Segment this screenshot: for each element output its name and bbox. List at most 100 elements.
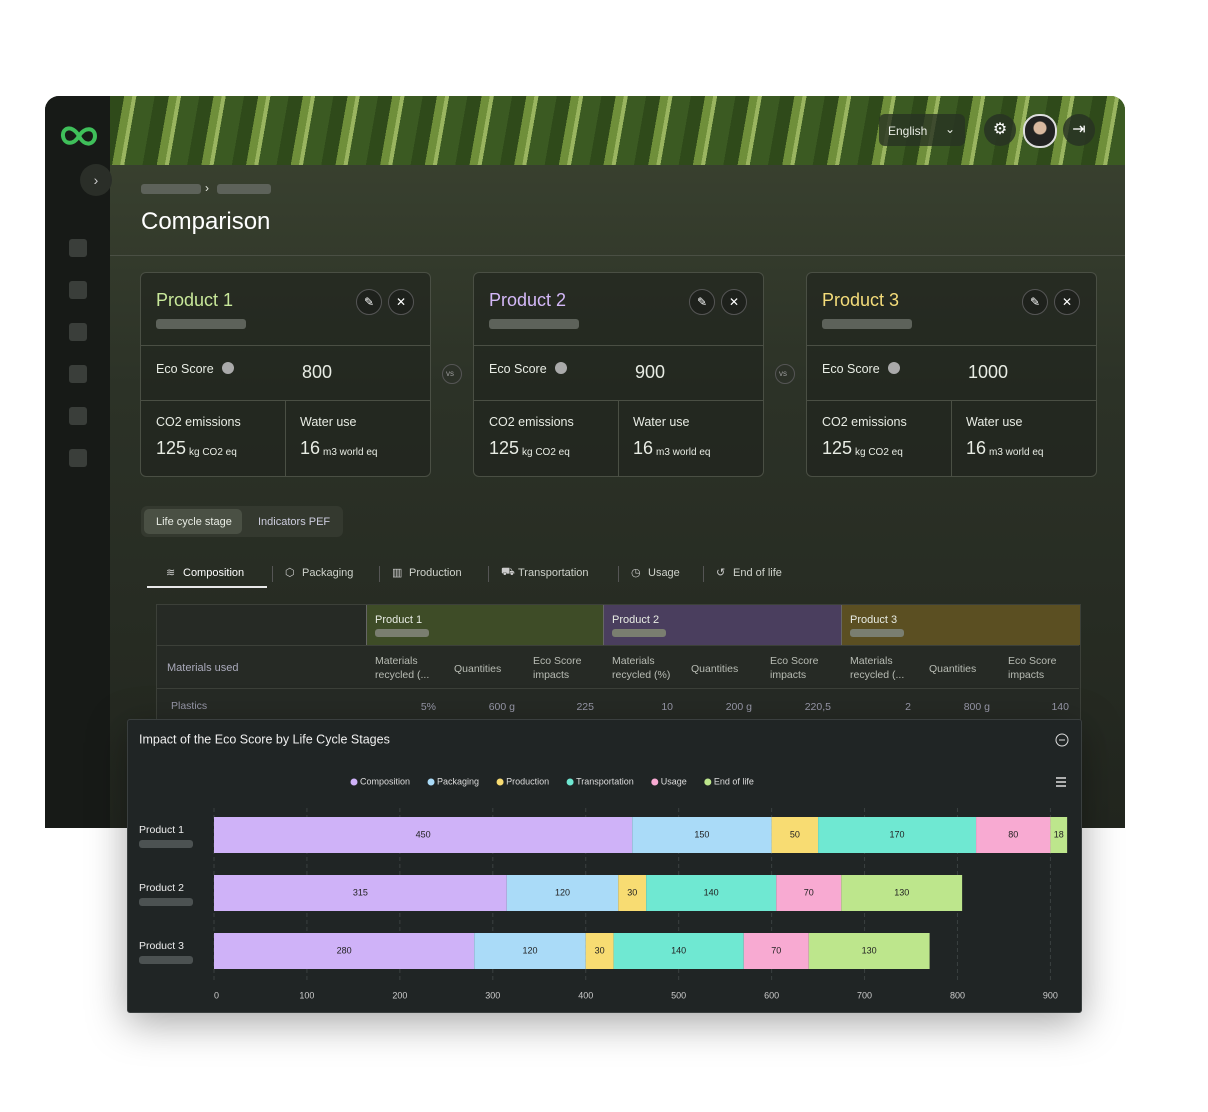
bar-segment: [1050, 817, 1068, 853]
data-label: 30: [595, 945, 605, 955]
table-cell: 200 g: [725, 701, 752, 713]
co2-label: CO2 emissions: [822, 415, 907, 429]
toggle-label: Life cycle stage: [156, 516, 232, 528]
data-label: 170: [890, 829, 905, 839]
data-label: 280: [337, 945, 352, 955]
water-value: 16: [300, 438, 321, 458]
water-unit: m3 world eq: [656, 447, 711, 458]
toggle-option[interactable]: [144, 509, 242, 534]
legend-label: Transportation: [576, 776, 634, 786]
co2-unit: kg CO2 eq: [189, 447, 237, 458]
remove-button[interactable]: ✕: [1054, 289, 1080, 315]
x-tick-label: 100: [299, 990, 314, 1000]
view-toggle: Life cycle stage Indicators PEF: [141, 506, 343, 537]
divider: [141, 345, 430, 346]
legend-label: Composition: [360, 776, 410, 786]
eco-score: 1000: [968, 362, 1009, 382]
row-label: Plastics: [171, 700, 208, 712]
data-label: 150: [694, 829, 709, 839]
tab[interactable]: Composition: [183, 567, 245, 579]
column-header: Quantities: [691, 663, 739, 675]
tab-underline: [147, 586, 267, 588]
table-cell: 600 g: [488, 701, 515, 713]
help-icon: [555, 362, 567, 374]
chart-menu[interactable]: [1056, 777, 1066, 787]
logout-button[interactable]: ⇥: [1063, 114, 1095, 146]
eco-score-label: Eco Score: [489, 362, 547, 376]
toggle-label[interactable]: Indicators PEF: [258, 516, 331, 528]
water-label: Water use: [633, 415, 690, 429]
nav-icon[interactable]: [69, 407, 87, 425]
water-label: Water use: [966, 415, 1023, 429]
avatar[interactable]: [1023, 114, 1057, 148]
x-tick-label: 500: [671, 990, 686, 1000]
x-tick-label: 800: [950, 990, 965, 1000]
chart-panel: Impact of the Eco Score by Life Cycle St…: [127, 719, 1082, 1013]
nav-icon[interactable]: [69, 239, 87, 257]
tab[interactable]: Usage: [648, 567, 680, 579]
data-label: 140: [671, 945, 686, 955]
tab[interactable]: Transportation: [518, 567, 589, 579]
nav-icon[interactable]: [69, 449, 87, 467]
vs-label: vs: [446, 369, 454, 378]
edit-button[interactable]: ✎: [689, 289, 715, 315]
bar-segment: [646, 875, 777, 911]
data-label: 450: [416, 829, 431, 839]
placeholder: [139, 956, 193, 964]
logo: [60, 126, 98, 146]
placeholder: [375, 629, 429, 637]
remove-button[interactable]: ✕: [388, 289, 414, 315]
column-header: Materials recycled (...: [375, 655, 430, 681]
data-label: 120: [555, 887, 570, 897]
group-header: Product 3: [850, 614, 898, 626]
legend-marker: [427, 778, 435, 786]
tab-divider: [272, 566, 273, 582]
nav-icon[interactable]: [69, 365, 87, 383]
tab-icon: ▥: [392, 567, 403, 579]
tab[interactable]: Packaging: [302, 567, 354, 579]
nav-icon[interactable]: [69, 281, 87, 299]
column-header: Quantities: [929, 663, 977, 675]
co2-label: CO2 emissions: [489, 415, 574, 429]
sidebar-toggle[interactable]: ›: [80, 164, 112, 196]
nav-icon[interactable]: [69, 323, 87, 341]
edit-button[interactable]: ✎: [1022, 289, 1048, 315]
collapse-button[interactable]: [1055, 733, 1069, 747]
data-label: 18: [1054, 829, 1064, 839]
breadcrumb[interactable]: [217, 184, 271, 194]
data-label: 70: [771, 945, 781, 955]
bar-segment: [771, 817, 819, 853]
bar-segment: [776, 875, 842, 911]
tab[interactable]: Production: [409, 567, 462, 579]
edit-button[interactable]: ✎: [356, 289, 382, 315]
product-name: Product 2: [489, 290, 567, 310]
remove-button[interactable]: ✕: [721, 289, 747, 315]
language: English: [888, 124, 928, 138]
eco-score: 900: [635, 362, 666, 382]
category-label: Product 3: [139, 940, 184, 952]
tab-icon: ◷: [631, 567, 641, 579]
table-cell: 225: [576, 701, 594, 713]
language-select[interactable]: English ⌄: [879, 114, 965, 146]
data-label: 130: [862, 945, 877, 955]
breadcrumb[interactable]: [141, 184, 201, 194]
water-unit: m3 world eq: [989, 447, 1044, 458]
water-value: 16: [633, 438, 654, 458]
co2-unit: kg CO2 eq: [855, 447, 903, 458]
settings-button[interactable]: ⚙: [984, 114, 1016, 146]
divider: [110, 255, 1125, 256]
legend-marker: [350, 778, 358, 786]
product-card: Product 3 ✎ ✕ Eco Score 1000 CO2 emissions 125…: [806, 272, 1097, 477]
legend-label: Packaging: [437, 776, 479, 786]
table-cell: 2: [905, 701, 911, 713]
legend-marker: [704, 778, 712, 786]
product-name: Product 1: [156, 290, 234, 310]
tab-divider: [703, 566, 704, 582]
data-label: 120: [522, 945, 537, 955]
group-header: Product 1: [375, 614, 423, 626]
tab[interactable]: End of life: [733, 567, 782, 579]
bar-segment: [818, 817, 977, 853]
placeholder: [489, 319, 579, 329]
chart: Impact of the Eco Score by Life Cycle St…: [139, 732, 1069, 1000]
